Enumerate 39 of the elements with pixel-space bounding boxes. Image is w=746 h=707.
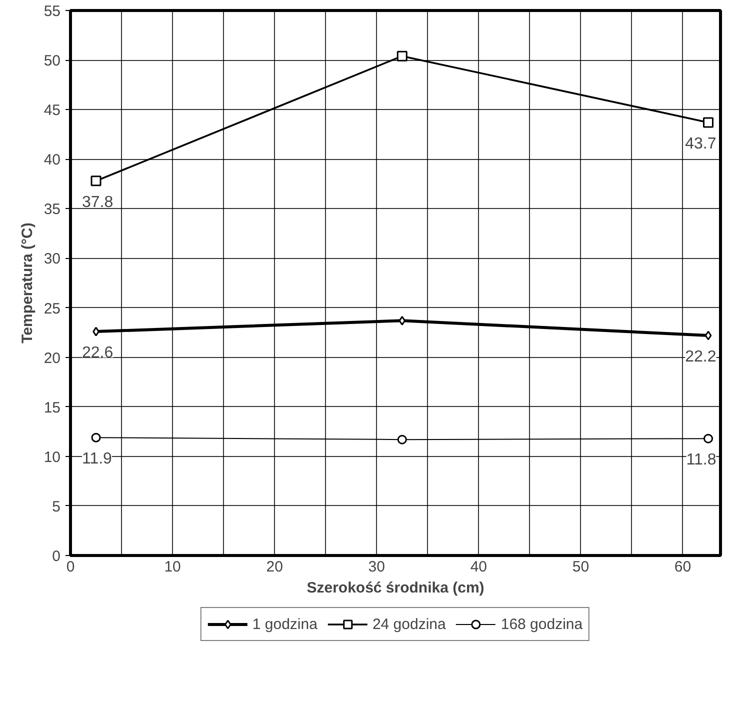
point (398, 316, 406, 326)
x-tick-label: 10 (164, 558, 181, 576)
legend-label: 168 godzina (500, 616, 583, 632)
legend-label: 1 godzina (252, 616, 318, 632)
x-tick-label: 30 (368, 558, 385, 576)
y-tick-label: 45 (44, 102, 61, 120)
legend-label: 24 godzina (372, 616, 446, 632)
y-tick-label: 55 (44, 3, 61, 20)
y-tick-label: 50 (44, 52, 61, 70)
x-tick-label: 50 (572, 558, 590, 576)
y-axis-title: Temperatura (°C) (18, 222, 36, 344)
x-tick-label: 20 (266, 558, 283, 576)
y-tick-label: 40 (44, 152, 61, 169)
y-tick-label: 10 (44, 448, 61, 466)
y-tick-label: 0 (52, 548, 60, 565)
point (703, 117, 714, 128)
point (704, 330, 712, 340)
y-tick-label: 35 (44, 201, 61, 218)
x-tick-label: 60 (674, 558, 692, 576)
point (397, 434, 407, 444)
data-label: 43.7 (685, 135, 716, 152)
y-tick-label: 30 (44, 250, 61, 268)
data-label: 22.6 (82, 344, 114, 362)
data-label: 37.8 (82, 194, 114, 211)
y-tick-label: 5 (52, 498, 60, 516)
data-label: 11.8 (686, 452, 716, 469)
x-tick-label: 0 (66, 558, 75, 576)
point (92, 326, 100, 336)
y-tick-label: 20 (44, 350, 61, 367)
x-tick-label: 40 (470, 558, 488, 576)
y-tick-label: 25 (44, 300, 61, 318)
point (91, 432, 101, 442)
x-axis-title: Szerokość środnika (cm) (306, 580, 484, 596)
point (704, 434, 714, 444)
point (90, 176, 102, 186)
data-label: 11.9 (82, 450, 112, 468)
point (396, 50, 408, 62)
y-tick-label: 15 (44, 399, 61, 416)
data-label: 22.2 (685, 348, 716, 366)
